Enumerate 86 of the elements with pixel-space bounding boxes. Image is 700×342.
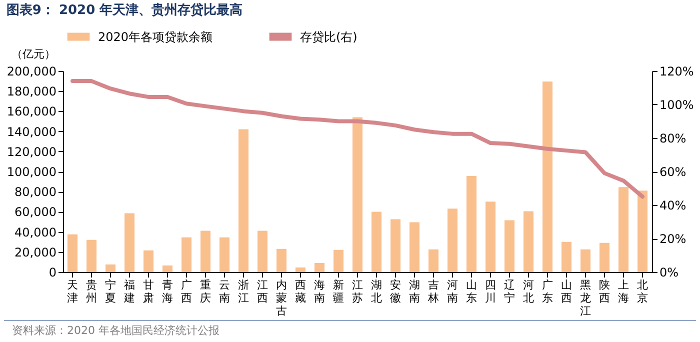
x-tick-label: 北京 [637,278,648,304]
bar [638,190,648,272]
bar [220,237,230,272]
bar [334,250,344,272]
y2-tick-label: 120% [660,64,694,78]
y-tick-label: 40,000 [14,225,56,240]
x-tick-label: 新疆 [333,278,344,304]
x-tick-label: 江苏 [352,278,363,304]
y-tick-label: 0 [48,266,56,280]
x-tick-label: 安徽 [390,278,401,304]
bar [524,211,534,272]
legend-label: 存贷比(右) [300,30,358,44]
bar [504,220,514,272]
text: 资料来源：2020 年各地国民经济统计公报 [4,320,696,340]
x-tick-label: 江西 [257,278,268,304]
bar [200,230,210,272]
x-tick-label: 云南 [219,278,230,304]
y2-tick-label: 80% [660,132,686,146]
x-tick-label: 贵州 [86,278,97,304]
x-tick-label: 浙江 [238,278,249,304]
bar [258,230,268,272]
bar [428,249,438,272]
legend-label: 2020年各项贷款余额 [98,30,213,44]
x-tick-label: 河北 [523,278,534,304]
x-tick-label: 福建 [123,278,135,304]
y2-tick-label: 40% [660,198,686,212]
x-tick-label: 湖北 [371,278,382,304]
bar [600,242,610,272]
bar [466,176,476,272]
line-series [70,79,644,199]
x-tick-label: 广东 [542,278,553,304]
x-tick-label: 山西 [561,278,572,304]
bar [238,129,248,272]
bar [106,264,116,272]
x-tick-label: 山东 [466,278,477,304]
x-tick-label: 湖南 [409,278,420,304]
bar [410,222,420,272]
y-tick-label: 60,000 [14,205,56,220]
bar [162,265,172,272]
y-tick-label: 140,000 [6,124,56,139]
y-tick-label: 20,000 [14,245,56,260]
y-tick-label: 120,000 [6,144,56,159]
y-tick-label: 80,000 [14,185,56,200]
x-tick-label: 青海 [162,278,173,304]
x-tick-label: 天津 [67,278,78,304]
x-tick-label: 内蒙古 [276,278,287,318]
bar [448,208,458,272]
bar [562,242,572,272]
x-tick-label: 黑龙江 [580,278,591,318]
y-tick-label: 180,000 [6,84,56,99]
bar [124,213,134,272]
x-tick-label: 广西 [181,278,192,304]
bar [390,219,400,272]
y2-tick-label: 100% [660,98,694,112]
x-tick-label: 宁夏 [105,278,116,304]
x-tick-label: 陕西 [599,278,610,304]
bar [542,82,552,272]
bar [276,248,286,272]
y2-tick-label: 0% [660,266,679,280]
y-axis-title: （亿元） [12,48,56,60]
bar [618,187,628,272]
bar [86,240,96,272]
x-tick-label: 辽宁 [504,278,515,304]
y2-tick-label: 60% [660,165,686,179]
x-tick-label: 吉林 [427,278,439,304]
bar [352,117,362,272]
y-tick-label: 160,000 [6,104,56,119]
x-tick-label: 四川 [485,278,496,304]
y2-tick-label: 20% [660,232,686,246]
bar [486,202,496,272]
bar [296,267,306,272]
x-tick-label: 甘肃 [143,278,154,304]
x-tick-label: 重庆 [200,278,211,304]
y-tick-label: 100,000 [6,165,56,179]
x-tick-label: 海南 [314,278,325,304]
x-tick-label: 西藏 [295,278,306,304]
chart-title: 图表9： 2020 年天津、贵州存贷比最高 [6,2,243,18]
bar [68,234,78,272]
x-tick-label: 上海 [618,278,629,304]
y-tick-label: 200,000 [6,64,56,78]
bar [580,249,590,272]
bar [182,237,192,272]
bar [372,212,382,272]
bar [144,250,154,272]
bar [314,262,324,272]
x-tick-label: 河南 [447,278,458,304]
